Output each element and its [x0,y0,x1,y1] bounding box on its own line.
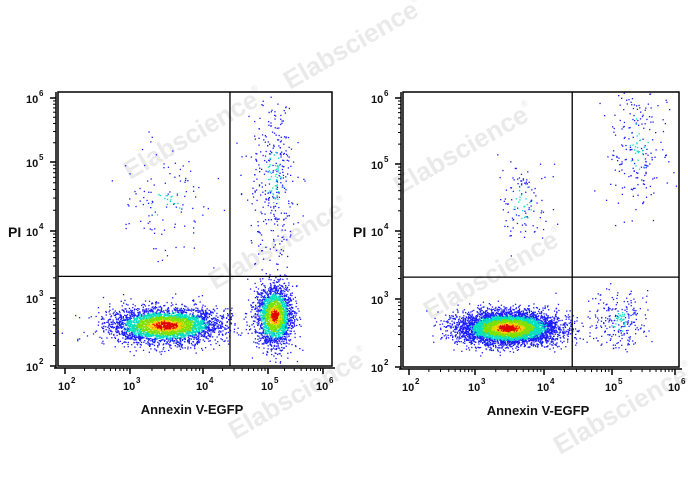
x-tick-label: 10 [402,382,414,394]
x-tick-exponent: 6 [681,377,686,386]
y-tick-label: 10 [26,362,38,374]
watermark-registered-mark: ® [549,222,560,234]
x-tick-label: 10 [537,382,549,394]
watermark-text: Elabscience [418,224,563,325]
x-axis-label: Annexin V-EGFP [487,403,590,418]
x-tick-label: 10 [261,381,273,393]
x-tick-exponent: 3 [481,377,486,386]
y-tick-exponent: 2 [384,358,389,367]
y-tick-exponent: 3 [39,289,44,298]
y-tick-exponent: 4 [384,222,389,231]
x-tick-exponent: 6 [329,376,334,385]
x-tick-label: 10 [58,381,70,393]
y-tick-label: 10 [371,363,383,375]
x-tick-label: 10 [316,381,328,393]
watermark-registered-mark: ® [249,82,260,94]
x-tick-exponent: 5 [618,377,623,386]
y-tick-exponent: 6 [39,89,44,98]
y-tick-label: 10 [371,94,383,106]
y-tick-label: 10 [371,227,383,239]
event-dots [426,92,678,357]
event-dots [61,96,306,364]
x-tick-exponent: 4 [550,377,555,386]
x-tick-exponent: 2 [71,376,76,385]
watermark-registered-mark: ® [334,192,345,204]
x-tick-label: 10 [468,382,480,394]
y-axis-label: PI [353,224,366,240]
watermark-registered-mark: ® [679,357,688,369]
y-tick-label: 10 [26,94,38,106]
watermark-registered-mark: ® [354,342,365,354]
y-tick-label: 10 [26,294,38,306]
x-tick-exponent: 5 [274,376,279,385]
watermark-registered-mark: ® [409,0,420,5]
x-tick-exponent: 3 [136,376,141,385]
watermark-text: Elabscience [388,99,533,200]
y-tick-exponent: 4 [39,222,44,231]
plot-frame [402,91,680,368]
y-tick-label: 10 [26,227,38,239]
x-tick-label: 10 [123,381,135,393]
x-tick-label: 10 [196,381,208,393]
x-tick-label: 10 [605,382,617,394]
x-tick-exponent: 2 [415,377,420,386]
watermark-text: Elabscience [278,0,423,95]
plot-frame [57,91,333,367]
watermark-text: Elabscience [118,84,263,185]
watermark-registered-mark: ® [519,97,530,109]
x-axis-label: Annexin V-EGFP [141,402,244,417]
y-tick-exponent: 6 [384,89,389,98]
y-tick-label: 10 [26,158,38,170]
y-tick-exponent: 5 [384,155,389,164]
y-tick-exponent: 3 [384,290,389,299]
y-axis-label: PI [8,224,21,240]
y-tick-label: 10 [371,160,383,172]
x-tick-exponent: 4 [209,376,214,385]
x-tick-label: 10 [668,382,680,394]
y-tick-label: 10 [371,295,383,307]
y-tick-exponent: 2 [39,357,44,366]
y-tick-exponent: 5 [39,153,44,162]
watermark-text: Elabscience [223,344,368,445]
